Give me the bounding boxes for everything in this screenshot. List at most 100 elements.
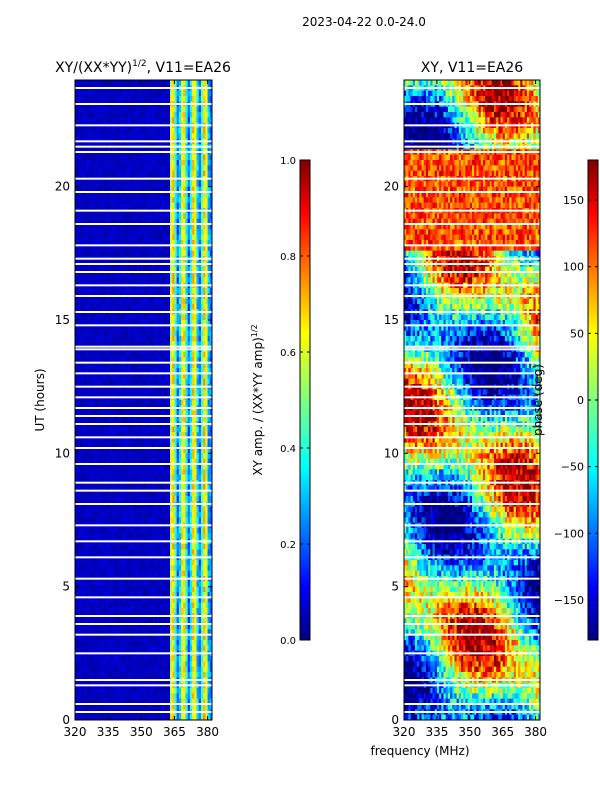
heat-cell [147,410,151,417]
heat-cell [141,298,144,305]
heat-cell [198,325,202,332]
heat-cell [121,106,125,113]
heat-cell [77,197,80,204]
heat-cell [172,277,175,284]
heat-cell [108,154,111,161]
heat-cell [165,128,169,134]
heat-cell [143,437,147,444]
heat-cell [156,330,160,337]
heat-cell [103,213,107,220]
heat-cell [136,330,140,337]
heat-cell [79,80,83,86]
heat-cell [123,432,127,438]
heat-cell [207,410,211,417]
heat-cell [154,453,158,460]
heat-cell [185,272,189,278]
heat-cell [158,410,162,417]
heat-cell [128,426,131,433]
heat-cell [114,160,118,166]
heat-cell [158,362,162,369]
heat-cell [92,213,96,220]
heat-cell [119,416,122,422]
heat-cell [174,165,178,172]
heat-cell [92,250,96,257]
heat-cell [105,336,109,342]
heat-cell [99,474,102,481]
heat-cell [192,133,195,140]
heat-cell [75,112,78,118]
heat-cell [103,298,107,305]
heat-cell [165,181,169,188]
heat-cell [194,373,197,380]
heat-cell [143,474,147,481]
heat-cell [205,410,208,417]
heat-cell [209,314,212,321]
heat-cell [178,181,182,188]
heat-cell [134,352,138,358]
heat-cell [125,400,129,406]
heat-cell [174,106,178,113]
heat-cell [112,245,116,252]
heat-cell [114,304,118,310]
heat-cell [110,426,113,433]
heat-cell [194,320,197,326]
heat-cell [128,357,131,364]
heat-cell [94,389,98,396]
heat-cell [167,186,171,193]
heat-cell [79,181,83,188]
heat-cell [158,304,162,310]
heat-cell [110,304,113,310]
heat-cell [170,389,173,396]
heat-cell [99,458,102,465]
heat-cell [83,448,87,454]
heat-cell [196,186,200,193]
heat-cell [94,106,98,113]
heat-cell [119,170,122,177]
heat-cell [178,192,182,198]
heat-cell [185,234,189,241]
heat-cell [174,181,178,188]
heat-cell [150,314,153,321]
heat-cell [158,378,162,385]
heat-cell [139,362,142,369]
heat-cell [205,330,208,337]
heat-cell [130,368,133,374]
heat-cell [176,229,180,236]
heat-cell [75,197,78,204]
heat-cell [83,224,87,230]
heat-cell [88,416,91,422]
heat-cell [141,80,144,86]
heat-cell [128,250,131,257]
heat-cell [125,304,129,310]
heat-cell [150,437,153,444]
heat-cell [161,304,164,310]
heat-cell [174,453,178,460]
heat-cell [132,192,136,198]
heat-cell [185,378,189,385]
heat-cell [181,90,184,97]
heat-cell [110,170,113,177]
heat-cell [108,277,111,284]
heat-cell [132,197,136,204]
heat-cell [81,197,85,204]
heat-cell [189,442,193,449]
heat-cell [207,229,211,236]
heat-cell [86,106,89,113]
heat-cell [156,426,160,433]
heat-cell [130,133,133,140]
heat-cell [79,304,83,310]
heat-cell [134,464,138,470]
heat-cell [141,154,144,161]
left-heatmap [75,80,212,720]
heat-cell [143,496,147,502]
heat-cell [101,266,105,273]
heat-cell [185,277,189,284]
heat-cell [154,362,158,369]
heat-cell [152,170,155,177]
heat-cell [205,245,208,252]
heat-cell [77,218,80,225]
heat-cell [172,154,175,161]
heat-cell [97,229,100,236]
heat-cell [77,266,80,273]
heat-cell [205,304,208,310]
